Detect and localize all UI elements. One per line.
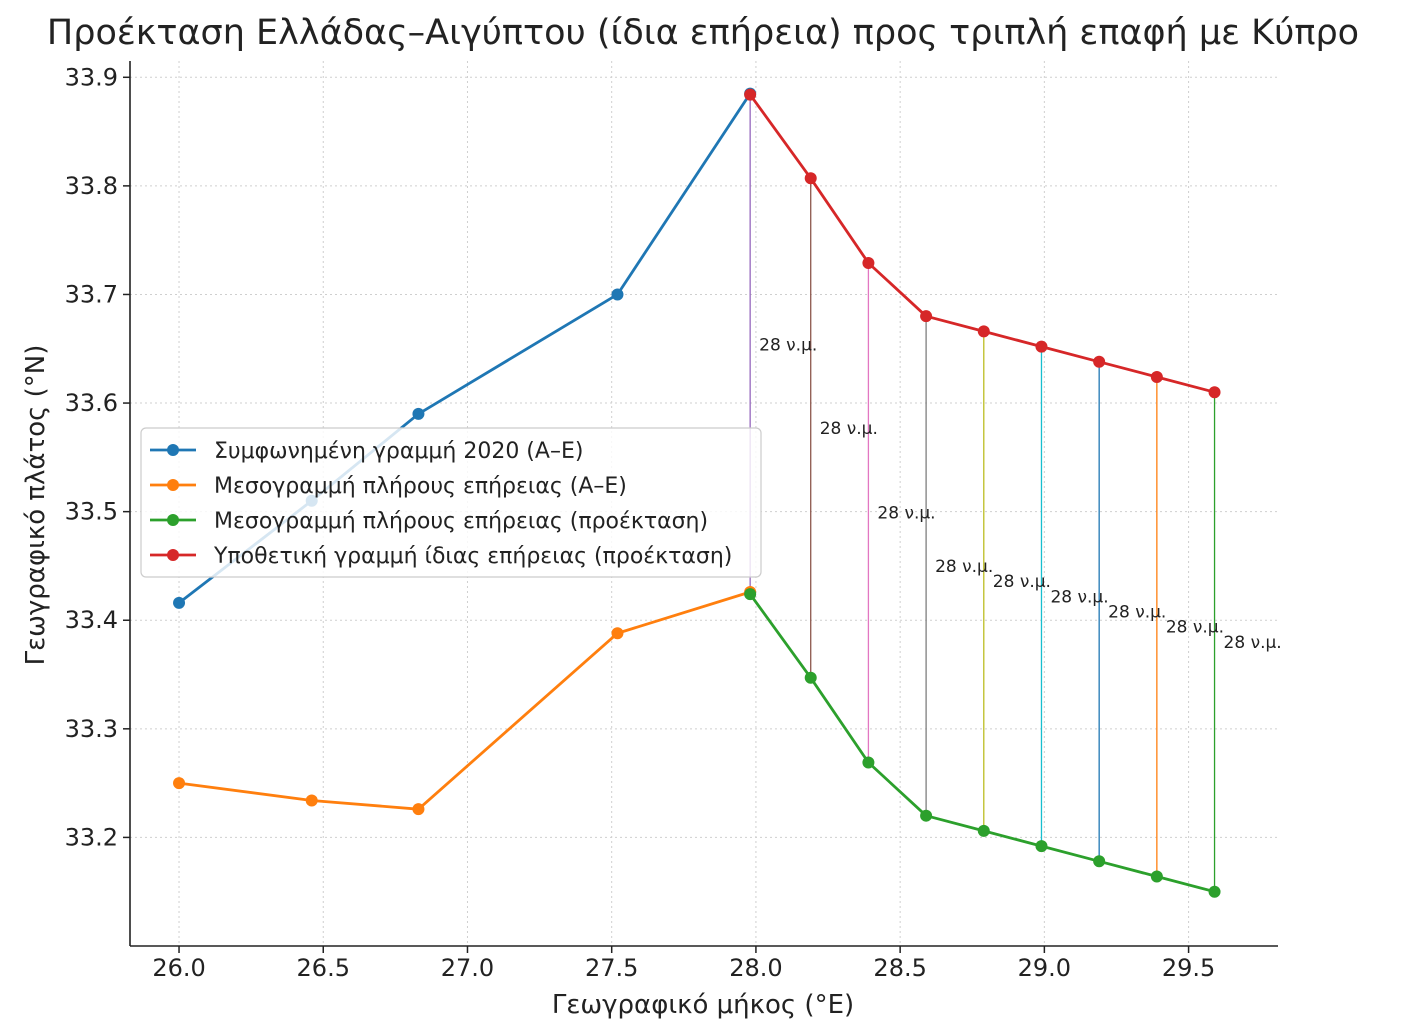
legend-entry: Υποθετική γραμμή ίδιας επήρειας (προέκτα… <box>213 544 732 569</box>
series-point <box>977 824 990 837</box>
legend-swatch-marker <box>167 479 179 491</box>
distance-annotations: 28 ν.μ.28 ν.μ.28 ν.μ.28 ν.μ.28 ν.μ.28 ν.… <box>759 335 1282 653</box>
series-line <box>178 590 751 811</box>
series-point <box>744 88 757 101</box>
series-point <box>412 407 425 420</box>
x-tick-label: 26.5 <box>297 954 350 982</box>
legend-entry: Μεσογραμμή πλήρους επήρειας (προέκταση) <box>214 509 708 534</box>
legend-swatch-marker <box>167 444 179 456</box>
series-point <box>1035 840 1048 853</box>
legend-entry: Μεσογραμμή πλήρους επήρειας (Α–Ε) <box>214 474 627 499</box>
series-line <box>749 93 1215 394</box>
series-point <box>744 588 757 601</box>
distance-label: 28 ν.μ. <box>759 335 817 355</box>
distance-label: 28 ν.μ. <box>1108 603 1166 623</box>
x-tick-label: 26.0 <box>152 954 205 982</box>
y-tick-label: 33.5 <box>65 498 118 526</box>
y-tick-label: 33.4 <box>65 606 118 634</box>
series-line <box>749 593 1215 894</box>
legend-entry: Συμφωνημένη γραμμή 2020 (Α–Ε) <box>214 439 583 464</box>
y-tick-label: 33.7 <box>65 280 118 308</box>
x-tick-label: 28.5 <box>873 954 926 982</box>
tick-labels: 26.0 26.5 27.0 27.5 28.0 28.5 29.0 29.5 33.2 33.3… <box>65 63 1216 982</box>
legend: Συμφωνημένη γραμμή 2020 (Α–Ε) Μεσογραμμή … <box>140 427 762 578</box>
distance-label: 28 ν.μ. <box>1224 633 1282 653</box>
series-point <box>1208 885 1221 898</box>
series-point <box>920 310 933 323</box>
x-tick-label: 27.5 <box>585 954 638 982</box>
x-tick-label: 29.0 <box>1018 954 1071 982</box>
series-point <box>804 172 817 185</box>
series-point <box>804 671 817 684</box>
y-tick-label: 33.9 <box>65 63 118 91</box>
series-point <box>862 256 875 269</box>
series-point <box>862 756 875 769</box>
axes <box>123 61 1278 953</box>
x-tick-label: 27.0 <box>441 954 494 982</box>
series-point <box>920 809 933 822</box>
series-lines <box>173 87 1221 898</box>
series-point <box>611 288 624 301</box>
y-axis-label: Γεωγραφικό πλάτος (°N) <box>21 345 51 666</box>
series-point <box>305 794 318 807</box>
chart-title: Προέκταση Ελλάδας–Αιγύπτου (ίδια επήρεια… <box>47 13 1359 53</box>
series-point <box>1208 386 1221 399</box>
legend-swatch-marker <box>167 514 179 526</box>
y-tick-label: 33.8 <box>65 172 118 200</box>
series-point <box>173 777 186 790</box>
connector-lines <box>749 94 1216 892</box>
distance-label: 28 ν.μ. <box>1050 587 1108 607</box>
series-point <box>1035 340 1048 353</box>
y-tick-label: 33.6 <box>65 389 118 417</box>
series-point <box>1093 855 1106 868</box>
series-point <box>173 596 186 609</box>
series-point <box>611 627 624 640</box>
y-tick-label: 33.2 <box>65 823 118 851</box>
y-tick-label: 33.3 <box>65 715 118 743</box>
distance-label: 28 ν.μ. <box>820 419 878 439</box>
distance-label: 28 ν.μ. <box>1166 618 1224 638</box>
series-point <box>1150 370 1163 383</box>
legend-box <box>140 427 762 578</box>
series-point <box>1150 870 1163 883</box>
distance-label: 28 ν.μ. <box>993 572 1051 592</box>
series-point <box>977 325 990 338</box>
series-point <box>1093 355 1106 368</box>
x-tick-label: 29.5 <box>1162 954 1215 982</box>
series-point <box>412 803 425 816</box>
distance-label: 28 ν.μ. <box>877 504 935 524</box>
x-axis-label: Γεωγραφικό μήκος (°E) <box>552 990 854 1020</box>
x-tick-label: 28.0 <box>729 954 782 982</box>
legend-swatch-marker <box>167 549 179 561</box>
distance-label: 28 ν.μ. <box>935 557 993 577</box>
